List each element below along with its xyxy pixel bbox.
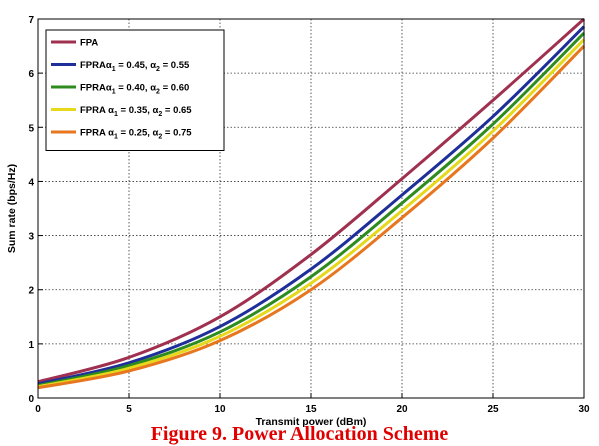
y-tick-label: 5 <box>28 123 34 134</box>
legend-box <box>45 29 225 151</box>
y-tick-label: 7 <box>28 15 34 26</box>
x-tick-label: 5 <box>126 404 132 415</box>
x-axis-label: Transmit power (dBm) <box>256 416 367 428</box>
y-tick-label: 6 <box>28 69 34 80</box>
y-tick-label: 3 <box>28 232 34 243</box>
legend-label-4: FPRA α1 = 0.35, α2 = 0.65 <box>80 105 192 118</box>
legend-label-5: FPRA α1 = 0.25, α2 = 0.75 <box>80 128 192 141</box>
series-line-5 <box>37 45 586 390</box>
series-line-4 <box>37 38 586 389</box>
figure-caption: Figure 9. Power Allocation Scheme <box>150 423 449 445</box>
x-tick-label: 25 <box>487 404 499 415</box>
y-tick-label: 1 <box>28 340 34 351</box>
tick-labels: 0 5 10 15 20 25 30 0 1 2 3 4 5 6 7 <box>28 15 590 415</box>
legend: FPA FPRAα1 = 0.45, α2 = 0.55 FPRAα1 = 0.40… <box>45 29 225 151</box>
legend-label-2: FPRAα1 = 0.45, α2 = 0.55 <box>80 60 190 73</box>
y-axis-label: Sum rate (bps/Hz) <box>6 164 18 253</box>
y-tick-label: 2 <box>28 286 34 297</box>
x-tick-label: 30 <box>578 404 590 415</box>
x-tick-label: 20 <box>396 404 408 415</box>
x-tick-label: 15 <box>305 404 317 415</box>
y-tick-label: 0 <box>28 394 34 405</box>
legend-label-1: FPA <box>80 38 98 49</box>
x-tick-label: 10 <box>214 404 226 415</box>
legend-label-3: FPRAα1 = 0.40, α2 = 0.60 <box>80 83 189 96</box>
series-line-2 <box>37 25 586 386</box>
series-line-3 <box>37 32 586 388</box>
series-line-1 <box>37 17 585 384</box>
y-tick-label: 4 <box>28 177 34 188</box>
series-lines <box>37 17 586 390</box>
x-tick-label: 0 <box>35 404 41 415</box>
